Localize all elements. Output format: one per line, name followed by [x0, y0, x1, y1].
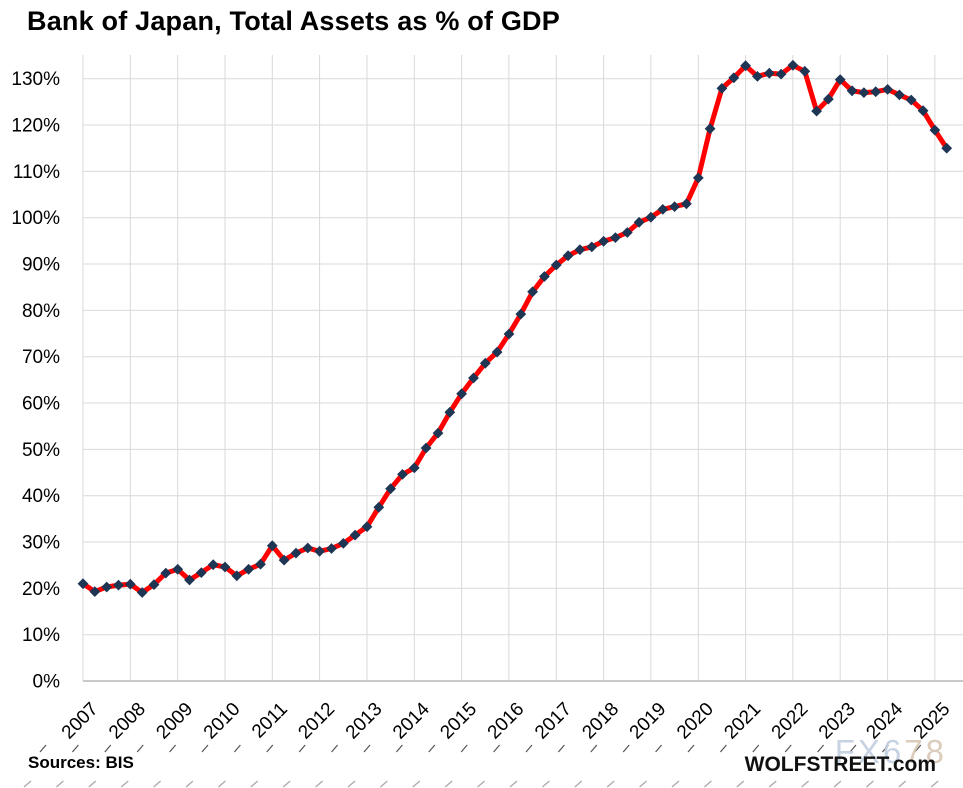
- y-axis-label: 50%: [22, 440, 60, 461]
- crop-mark-top: [817, 744, 825, 753]
- y-axis-label: 110%: [13, 162, 60, 183]
- crop-mark-top: [233, 744, 241, 753]
- crop-mark-bottom: [801, 780, 810, 788]
- x-axis-label: 2021: [720, 699, 765, 744]
- x-axis-label: 2016: [484, 699, 529, 744]
- y-axis-label: 90%: [22, 255, 60, 276]
- crop-mark-top: [525, 744, 533, 753]
- crop-mark-top: [39, 744, 47, 753]
- crop-mark-bottom: [541, 780, 550, 788]
- crop-mark-bottom: [639, 780, 648, 788]
- y-axis-label: 130%: [11, 69, 60, 90]
- crop-mark-top: [849, 744, 857, 753]
- crop-mark-bottom: [55, 780, 64, 788]
- x-axis-label: 2014: [389, 698, 434, 743]
- crop-mark-bottom: [23, 780, 32, 788]
- y-axis-label: 10%: [22, 625, 60, 646]
- y-axis-label: 40%: [22, 486, 60, 507]
- crop-mark-top: [655, 744, 663, 753]
- crop-mark-top: [104, 744, 112, 753]
- crop-mark-bottom: [282, 780, 291, 788]
- brand-wolfstreet: WOLFSTREET.com: [744, 753, 936, 776]
- data-line: [80, 62, 950, 595]
- crop-mark-bottom: [865, 780, 874, 788]
- x-axis-label: 2007: [58, 699, 103, 744]
- crop-mark-top: [590, 744, 598, 753]
- crop-mark-bottom: [768, 780, 777, 788]
- crop-mark-bottom: [477, 780, 486, 788]
- x-axis-label: 2015: [436, 699, 481, 744]
- crop-mark-bottom: [88, 780, 97, 788]
- x-axis-label: 2012: [294, 699, 339, 744]
- crop-mark-top: [622, 744, 630, 753]
- crop-mark-bottom: [379, 780, 388, 788]
- crop-mark-top: [719, 744, 727, 753]
- y-axis-label: 70%: [22, 347, 60, 368]
- crop-mark-top: [331, 744, 339, 753]
- y-axis-label: 60%: [22, 394, 60, 415]
- chart-title: Bank of Japan, Total Assets as % of GDP: [27, 6, 560, 36]
- sources-note: Sources: BIS: [28, 753, 134, 772]
- crop-mark-top: [363, 744, 371, 753]
- x-axis-label: 2018: [578, 699, 623, 744]
- crop-mark-bottom: [120, 780, 129, 788]
- crop-mark-bottom: [412, 780, 421, 788]
- crop-mark-top: [460, 744, 468, 753]
- crop-mark-top: [201, 744, 209, 753]
- x-axis-label: 2011: [248, 699, 292, 743]
- crop-mark-bottom: [930, 780, 939, 788]
- crop-mark-bottom: [347, 780, 356, 788]
- watermark-text: 78: [904, 733, 947, 770]
- crop-mark-top: [914, 744, 922, 753]
- crop-mark-bottom: [736, 780, 745, 788]
- crop-mark-top: [298, 744, 306, 753]
- y-axis-label: 0%: [33, 672, 61, 693]
- crop-mark-bottom: [217, 780, 226, 788]
- crop-mark-bottom: [509, 780, 518, 788]
- crop-mark-bottom: [606, 780, 615, 788]
- y-axis-label: 80%: [22, 301, 60, 322]
- x-axis-label: 2022: [768, 699, 813, 744]
- x-axis-label: 2019: [626, 699, 671, 744]
- crop-mark-bottom: [315, 780, 324, 788]
- crop-mark-top: [395, 744, 403, 753]
- x-axis-label: 2008: [105, 699, 150, 744]
- crop-mark-top: [493, 744, 501, 753]
- crop-mark-bottom: [574, 780, 583, 788]
- crop-mark-bottom: [671, 780, 680, 788]
- crop-mark-bottom: [833, 780, 842, 788]
- crop-mark-bottom: [185, 780, 194, 788]
- crop-mark-bottom: [153, 780, 162, 788]
- x-axis-label: 2020: [673, 699, 718, 744]
- crop-mark-top: [428, 744, 436, 753]
- crop-mark-bottom: [444, 780, 453, 788]
- y-axis-label: 30%: [22, 533, 60, 554]
- crop-mark-bottom: [250, 780, 259, 788]
- watermark-text: FX6: [834, 733, 905, 770]
- crop-mark-bottom: [703, 780, 712, 788]
- crop-mark-top: [752, 744, 760, 753]
- watermark-fx678: FX678: [835, 733, 947, 771]
- crop-mark-top: [71, 744, 79, 753]
- crop-mark-bottom: [898, 780, 907, 788]
- crop-mark-top: [266, 744, 274, 753]
- crop-mark-top: [169, 744, 177, 753]
- crop-mark-top: [557, 744, 565, 753]
- y-axis-label: 100%: [11, 208, 60, 229]
- crop-mark-top: [784, 744, 792, 753]
- y-axis-label: 120%: [11, 116, 60, 137]
- x-axis-label: 2010: [200, 699, 245, 744]
- crop-mark-top: [136, 744, 144, 753]
- x-axis-label: 2013: [342, 699, 387, 744]
- x-axis-label: 2009: [152, 699, 197, 744]
- y-axis-label: 20%: [22, 579, 60, 600]
- crop-mark-top: [687, 744, 695, 753]
- x-axis-label: 2017: [531, 699, 576, 744]
- crop-mark-top: [881, 744, 889, 753]
